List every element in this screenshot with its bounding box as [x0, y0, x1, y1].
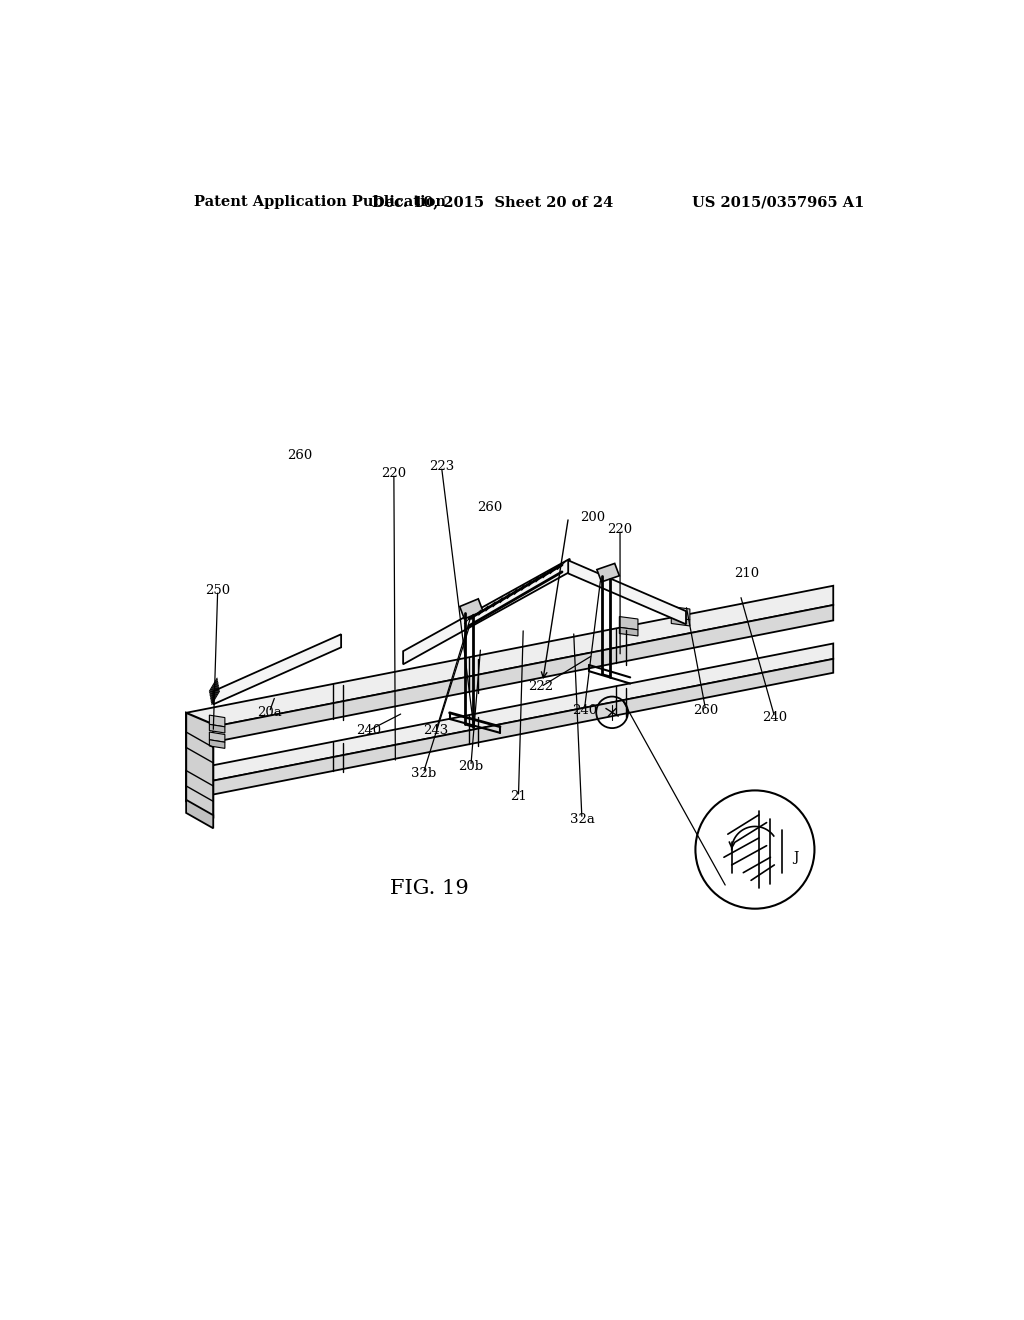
- Polygon shape: [209, 715, 225, 727]
- Polygon shape: [186, 800, 213, 829]
- Text: 240: 240: [762, 711, 787, 723]
- Polygon shape: [672, 607, 690, 620]
- Text: 20b: 20b: [459, 760, 483, 772]
- Text: US 2015/0357965 A1: US 2015/0357965 A1: [692, 195, 864, 209]
- Polygon shape: [620, 616, 638, 630]
- Text: 20a: 20a: [257, 706, 282, 719]
- Text: 250: 250: [205, 583, 230, 597]
- Polygon shape: [186, 605, 834, 747]
- Text: 240: 240: [571, 704, 597, 717]
- Polygon shape: [213, 635, 341, 705]
- Text: 260: 260: [693, 704, 719, 717]
- Polygon shape: [403, 558, 569, 664]
- Text: 223: 223: [429, 459, 454, 473]
- Text: 32b: 32b: [411, 767, 436, 780]
- Text: 243: 243: [423, 725, 449, 737]
- Text: Dec. 10, 2015  Sheet 20 of 24: Dec. 10, 2015 Sheet 20 of 24: [372, 195, 613, 209]
- Polygon shape: [186, 586, 834, 733]
- Text: 260: 260: [288, 449, 313, 462]
- Polygon shape: [209, 733, 225, 742]
- Text: J: J: [794, 851, 799, 865]
- Polygon shape: [460, 599, 483, 619]
- Text: 222: 222: [528, 680, 553, 693]
- Text: 220: 220: [381, 467, 407, 480]
- Text: FIG. 19: FIG. 19: [390, 879, 469, 898]
- Text: 260: 260: [477, 500, 503, 513]
- Polygon shape: [597, 564, 620, 582]
- Polygon shape: [186, 644, 834, 785]
- Text: 21: 21: [510, 791, 526, 803]
- Polygon shape: [568, 560, 686, 624]
- Text: 200: 200: [580, 511, 605, 524]
- Text: 32a: 32a: [569, 813, 594, 825]
- Polygon shape: [620, 627, 638, 636]
- Polygon shape: [209, 725, 225, 733]
- Text: 220: 220: [607, 523, 633, 536]
- Polygon shape: [209, 739, 225, 748]
- Polygon shape: [672, 618, 690, 626]
- Polygon shape: [186, 713, 213, 817]
- Text: 240: 240: [356, 725, 381, 737]
- Text: Patent Application Publication: Patent Application Publication: [194, 195, 445, 209]
- Text: 210: 210: [734, 566, 760, 579]
- Polygon shape: [186, 659, 834, 800]
